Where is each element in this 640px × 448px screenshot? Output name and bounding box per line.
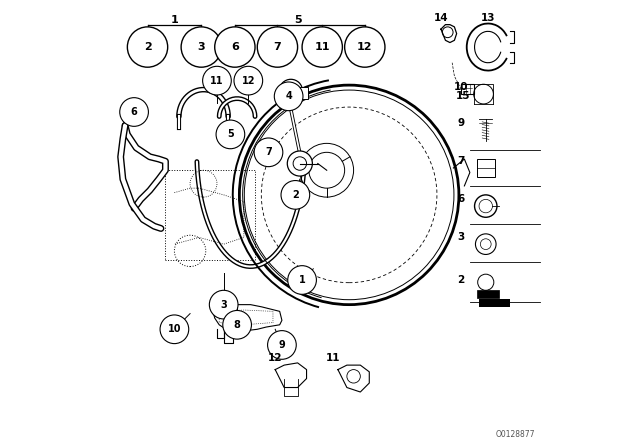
Text: 8: 8 xyxy=(234,320,241,330)
Circle shape xyxy=(120,98,148,126)
Text: 2: 2 xyxy=(143,42,152,52)
Circle shape xyxy=(215,27,255,67)
Text: 1: 1 xyxy=(299,275,305,285)
Text: 5: 5 xyxy=(294,15,301,25)
Text: 11: 11 xyxy=(326,353,340,363)
Text: O0128877: O0128877 xyxy=(495,430,534,439)
Text: 6: 6 xyxy=(131,107,138,117)
Text: 12: 12 xyxy=(268,353,282,363)
Text: 2: 2 xyxy=(458,275,465,285)
Text: 12: 12 xyxy=(241,76,255,86)
Text: 12: 12 xyxy=(357,42,372,52)
FancyBboxPatch shape xyxy=(479,299,511,307)
Circle shape xyxy=(254,138,283,167)
FancyBboxPatch shape xyxy=(298,87,308,99)
Text: 3: 3 xyxy=(220,300,227,310)
Circle shape xyxy=(160,315,189,344)
Text: 10: 10 xyxy=(168,324,181,334)
Circle shape xyxy=(275,82,303,111)
Circle shape xyxy=(302,27,342,67)
Circle shape xyxy=(279,79,303,103)
Text: 9: 9 xyxy=(278,340,285,350)
Circle shape xyxy=(223,310,252,339)
Text: 11: 11 xyxy=(314,42,330,52)
Circle shape xyxy=(216,120,244,149)
Circle shape xyxy=(287,151,312,176)
Text: 1: 1 xyxy=(170,15,179,25)
Circle shape xyxy=(203,66,231,95)
Text: 11: 11 xyxy=(210,76,224,86)
Text: 5: 5 xyxy=(227,129,234,139)
Polygon shape xyxy=(212,305,282,334)
Text: 7: 7 xyxy=(458,156,465,166)
Text: 7: 7 xyxy=(273,42,282,52)
Text: 9: 9 xyxy=(458,118,465,128)
Circle shape xyxy=(257,27,298,67)
Text: 4: 4 xyxy=(285,91,292,101)
Circle shape xyxy=(209,290,238,319)
Text: 6: 6 xyxy=(458,194,465,204)
Text: 15: 15 xyxy=(456,91,470,101)
Text: 3: 3 xyxy=(198,42,205,52)
Text: 7: 7 xyxy=(265,147,272,157)
Circle shape xyxy=(181,27,221,67)
Text: 6: 6 xyxy=(231,42,239,52)
Circle shape xyxy=(268,331,296,359)
Circle shape xyxy=(127,27,168,67)
Text: 10: 10 xyxy=(454,82,468,92)
Text: 3: 3 xyxy=(458,233,465,242)
Text: 2: 2 xyxy=(292,190,299,200)
Text: 14: 14 xyxy=(434,13,448,23)
Circle shape xyxy=(288,266,316,294)
FancyBboxPatch shape xyxy=(477,290,499,298)
Text: 13: 13 xyxy=(481,13,495,23)
Circle shape xyxy=(281,181,310,209)
Circle shape xyxy=(234,66,262,95)
Circle shape xyxy=(344,27,385,67)
